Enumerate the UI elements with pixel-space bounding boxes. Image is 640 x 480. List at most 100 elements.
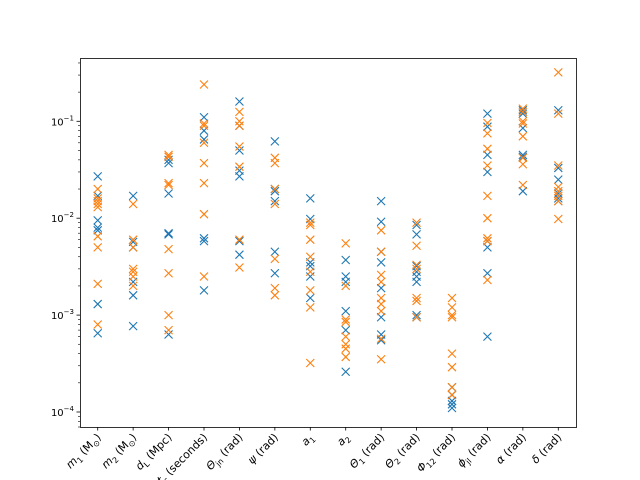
- point-series1-cat1-6: [128, 281, 138, 291]
- plot-frame: [80, 58, 577, 428]
- point-series0-cat7-3: [341, 306, 351, 316]
- point-series1-cat4-5: [235, 235, 244, 245]
- point-series1-cat2-4: [164, 244, 173, 254]
- y-tick-label: 10−4: [51, 405, 75, 419]
- point-series1-cat3-4: [199, 158, 209, 168]
- point-series1-cat5-2: [270, 184, 280, 194]
- point-series0-cat2-2: [164, 189, 173, 198]
- point-series1-cat9-3: [412, 264, 421, 274]
- point-series1-cat2-6: [164, 310, 173, 320]
- point-series1-cat8-2: [376, 270, 386, 280]
- point-series0-cat2-3: [164, 228, 173, 238]
- point-series0-cat3-5: [199, 285, 209, 295]
- point-series0-cat12-4: [518, 152, 528, 162]
- point-series0-cat8-0: [376, 196, 386, 206]
- point-series1-cat4-1: [235, 116, 244, 126]
- point-series1-cat7-1: [341, 281, 351, 291]
- point-series1-cat12-4: [518, 131, 528, 141]
- point-series1-cat6-3: [305, 252, 315, 262]
- point-series0-cat8-1: [376, 217, 386, 227]
- point-series0-cat10-3: [447, 399, 457, 409]
- point-series1-cat4-6: [235, 263, 244, 272]
- point-series0-cat2-4: [164, 230, 173, 239]
- point-series1-cat3-5: [199, 178, 209, 188]
- scatter-marks: [93, 67, 563, 413]
- point-series1-cat12-2: [518, 116, 528, 126]
- point-series1-cat12-0: [518, 104, 528, 114]
- point-series0-cat11-5: [483, 242, 492, 252]
- point-series1-cat3-1: [199, 119, 209, 128]
- point-series1-cat12-5: [518, 153, 528, 163]
- point-series0-cat2-1: [164, 158, 173, 168]
- point-series0-cat6-0: [305, 194, 315, 203]
- point-series1-cat1-1: [128, 235, 138, 245]
- point-series1-cat6-0: [305, 218, 315, 228]
- point-series0-cat13-1: [553, 163, 563, 173]
- point-series1-cat8-0: [376, 225, 386, 235]
- point-series0-cat9-1: [412, 230, 421, 239]
- point-series0-cat10-4: [447, 403, 457, 413]
- point-series1-cat11-1: [483, 129, 492, 138]
- point-series1-cat7-4: [341, 332, 351, 341]
- point-series1-cat0-8: [93, 320, 103, 329]
- point-series1-cat2-1: [164, 152, 173, 162]
- point-series0-cat1-4: [128, 290, 138, 300]
- point-series1-cat5-4: [270, 254, 280, 264]
- point-series0-cat0-2: [93, 215, 103, 225]
- point-series1-cat3-2: [199, 121, 209, 131]
- y-tick-label: 10−2: [51, 211, 74, 225]
- point-series0-cat9-6: [412, 310, 421, 320]
- point-series1-cat11-0: [483, 118, 492, 128]
- point-series0-cat3-2: [199, 135, 209, 144]
- point-series1-cat0-5: [93, 231, 103, 241]
- point-series0-cat0-3: [93, 223, 103, 232]
- point-series1-cat3-0: [199, 80, 209, 89]
- point-series1-cat11-3: [483, 161, 492, 170]
- point-series1-cat8-6: [376, 306, 386, 316]
- point-series1-cat13-2: [553, 161, 563, 170]
- point-series1-cat9-1: [412, 241, 421, 251]
- point-series0-cat0-6: [93, 328, 103, 338]
- point-series1-cat10-4: [447, 349, 457, 359]
- point-series1-cat2-5: [164, 268, 173, 278]
- point-series1-cat6-6: [305, 303, 315, 312]
- point-series0-cat8-5: [376, 312, 386, 322]
- point-series1-cat3-3: [199, 138, 209, 148]
- point-series1-cat10-6: [447, 382, 457, 392]
- point-series1-cat12-3: [518, 119, 528, 128]
- point-series0-cat5-5: [270, 268, 280, 278]
- point-series1-cat2-2: [164, 178, 173, 188]
- point-series1-cat1-2: [128, 242, 138, 252]
- point-series0-cat5-4: [270, 247, 280, 257]
- point-series1-cat10-5: [447, 362, 457, 372]
- point-series0-cat13-2: [553, 175, 563, 185]
- point-series1-cat4-2: [235, 121, 244, 131]
- point-series1-cat10-3: [447, 312, 457, 322]
- point-series0-cat7-4: [341, 325, 351, 335]
- point-series1-cat3-6: [199, 209, 209, 219]
- point-series1-cat13-1: [553, 109, 563, 119]
- point-series1-cat12-1: [518, 107, 528, 117]
- point-series0-cat11-7: [483, 332, 492, 341]
- point-series1-cat5-1: [270, 158, 280, 168]
- point-series1-cat2-3: [164, 180, 173, 190]
- point-series1-cat13-0: [553, 67, 563, 77]
- point-series1-cat8-7: [376, 334, 386, 344]
- point-series1-cat1-0: [128, 199, 138, 209]
- point-series1-cat5-3: [270, 199, 280, 209]
- point-series1-cat9-2: [412, 260, 421, 270]
- point-series0-cat3-0: [199, 112, 209, 122]
- point-series1-cat2-7: [164, 325, 173, 335]
- point-series0-cat7-2: [341, 277, 351, 287]
- point-series1-cat7-7: [341, 352, 351, 362]
- point-series1-cat6-7: [305, 358, 315, 368]
- point-series1-cat10-0: [447, 293, 457, 303]
- point-series0-cat9-0: [412, 220, 421, 230]
- point-series0-cat13-0: [553, 105, 563, 115]
- point-series1-cat4-4: [235, 162, 244, 172]
- point-series0-cat13-4: [553, 194, 563, 203]
- point-series1-cat0-7: [93, 279, 103, 289]
- point-series0-cat9-5: [412, 277, 421, 287]
- point-series1-cat5-6: [270, 290, 280, 300]
